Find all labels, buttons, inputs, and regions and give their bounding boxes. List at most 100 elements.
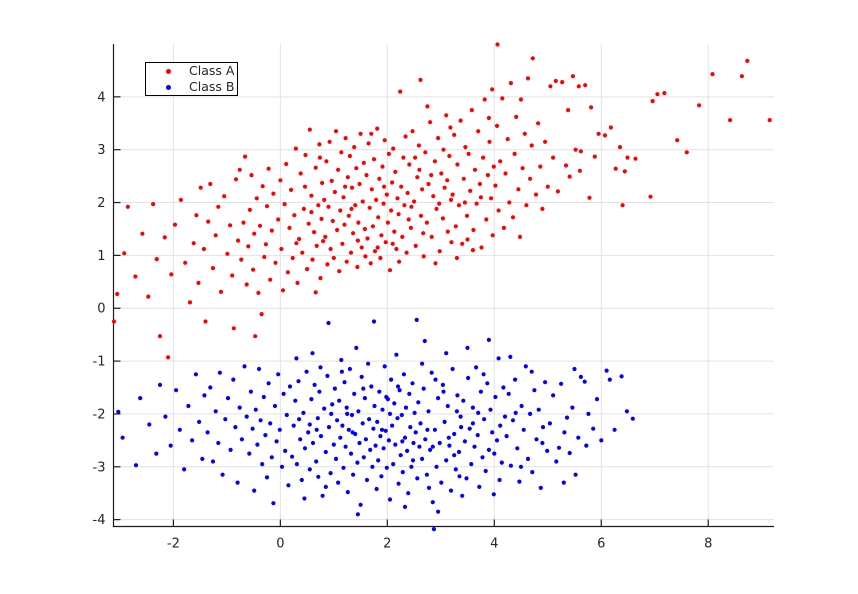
scatter-point <box>445 403 450 409</box>
scatter-point <box>578 374 584 379</box>
scatter-point <box>395 196 400 201</box>
scatter-point <box>140 231 145 236</box>
scatter-point <box>472 444 477 449</box>
scatter-point <box>318 434 324 439</box>
scatter-point <box>471 227 476 233</box>
scatter-point <box>596 131 601 136</box>
scatter-point <box>570 405 575 410</box>
scatter-point <box>407 391 412 396</box>
scatter-point <box>513 410 518 415</box>
scatter-point <box>503 171 508 176</box>
scatter-point <box>488 407 493 412</box>
scatter-point <box>426 409 431 414</box>
scatter-point <box>484 217 489 222</box>
scatter-point <box>251 267 256 272</box>
scatter-point <box>174 388 179 393</box>
scatter-point <box>594 397 600 402</box>
scatter-point <box>306 221 311 226</box>
scatter-point <box>323 234 328 239</box>
scatter-point <box>379 427 385 432</box>
scatter-point <box>501 225 506 230</box>
scatter-point <box>357 181 362 187</box>
scatter-point <box>304 369 309 374</box>
scatter-point <box>352 391 357 396</box>
scatter-point <box>292 213 297 218</box>
scatter-point <box>469 462 474 467</box>
scatter-point <box>349 206 354 211</box>
scatter-point <box>194 213 199 218</box>
scatter-point <box>608 125 614 130</box>
scatter-point <box>414 317 419 322</box>
scatter-point <box>510 215 516 220</box>
scatter-point <box>466 151 471 156</box>
scatter-point <box>381 446 386 451</box>
scatter-point <box>402 203 407 208</box>
scatter-point <box>253 334 258 339</box>
scatter-point <box>540 440 545 446</box>
scatter-point <box>490 87 495 92</box>
scatter-point <box>521 427 526 432</box>
scatter-point <box>543 380 548 385</box>
scatter-point <box>294 356 299 361</box>
scatter-point <box>256 290 261 295</box>
scatter-point <box>296 379 301 384</box>
scatter-point <box>233 425 238 430</box>
scatter-point <box>560 80 565 85</box>
scatter-point <box>321 239 326 244</box>
scatter-point <box>325 262 330 267</box>
scatter-point <box>197 419 202 424</box>
scatter-point <box>365 236 370 241</box>
scatter-point <box>310 440 316 446</box>
scatter-point <box>480 455 485 460</box>
scatter-point <box>348 250 354 255</box>
scatter-point <box>497 477 502 483</box>
scatter-point <box>425 427 430 432</box>
scatter-point <box>477 181 482 187</box>
scatter-point <box>166 355 171 360</box>
scatter-point <box>500 96 505 101</box>
scatter-point <box>420 456 425 461</box>
scatter-point <box>216 440 221 446</box>
scatter-point <box>474 201 479 206</box>
scatter-point <box>337 398 342 403</box>
scatter-point <box>573 472 578 477</box>
scatter-point <box>317 155 322 160</box>
legend: Class A Class B <box>145 62 238 96</box>
scatter-point <box>354 166 359 171</box>
scatter-point <box>268 421 273 426</box>
scatter-point <box>336 167 341 172</box>
scatter-point <box>205 430 210 435</box>
scatter-point <box>399 184 404 189</box>
scatter-point <box>403 134 408 139</box>
scatter-point <box>440 216 445 221</box>
scatter-point <box>348 451 354 456</box>
scatter-point <box>320 493 325 498</box>
scatter-point <box>405 448 410 453</box>
scatter-point <box>342 380 347 385</box>
scatter-point <box>697 103 702 108</box>
scatter-point <box>499 460 504 465</box>
scatter-point <box>309 397 314 402</box>
scatter-point <box>374 486 379 492</box>
legend-entry-class-b: Class B <box>146 79 237 95</box>
scatter-point <box>370 224 375 229</box>
scatter-point <box>418 213 424 218</box>
scatter-point <box>433 377 438 382</box>
scatter-point <box>241 220 246 225</box>
scatter-point <box>278 178 283 183</box>
y-tick-label: 4 <box>97 90 105 105</box>
scatter-point <box>437 249 442 254</box>
scatter-point <box>299 477 304 483</box>
scatter-point <box>413 430 418 435</box>
scatter-point <box>356 220 361 225</box>
x-tick-label: 8 <box>704 537 712 552</box>
scatter-point <box>324 159 329 164</box>
legend-label-class-b: Class B <box>189 79 235 94</box>
scatter-point <box>217 370 222 375</box>
scatter-point <box>455 162 460 167</box>
scatter-point <box>444 113 449 118</box>
scatter-point <box>387 411 393 416</box>
scatter-point <box>570 74 576 79</box>
scatter-point <box>567 174 572 179</box>
